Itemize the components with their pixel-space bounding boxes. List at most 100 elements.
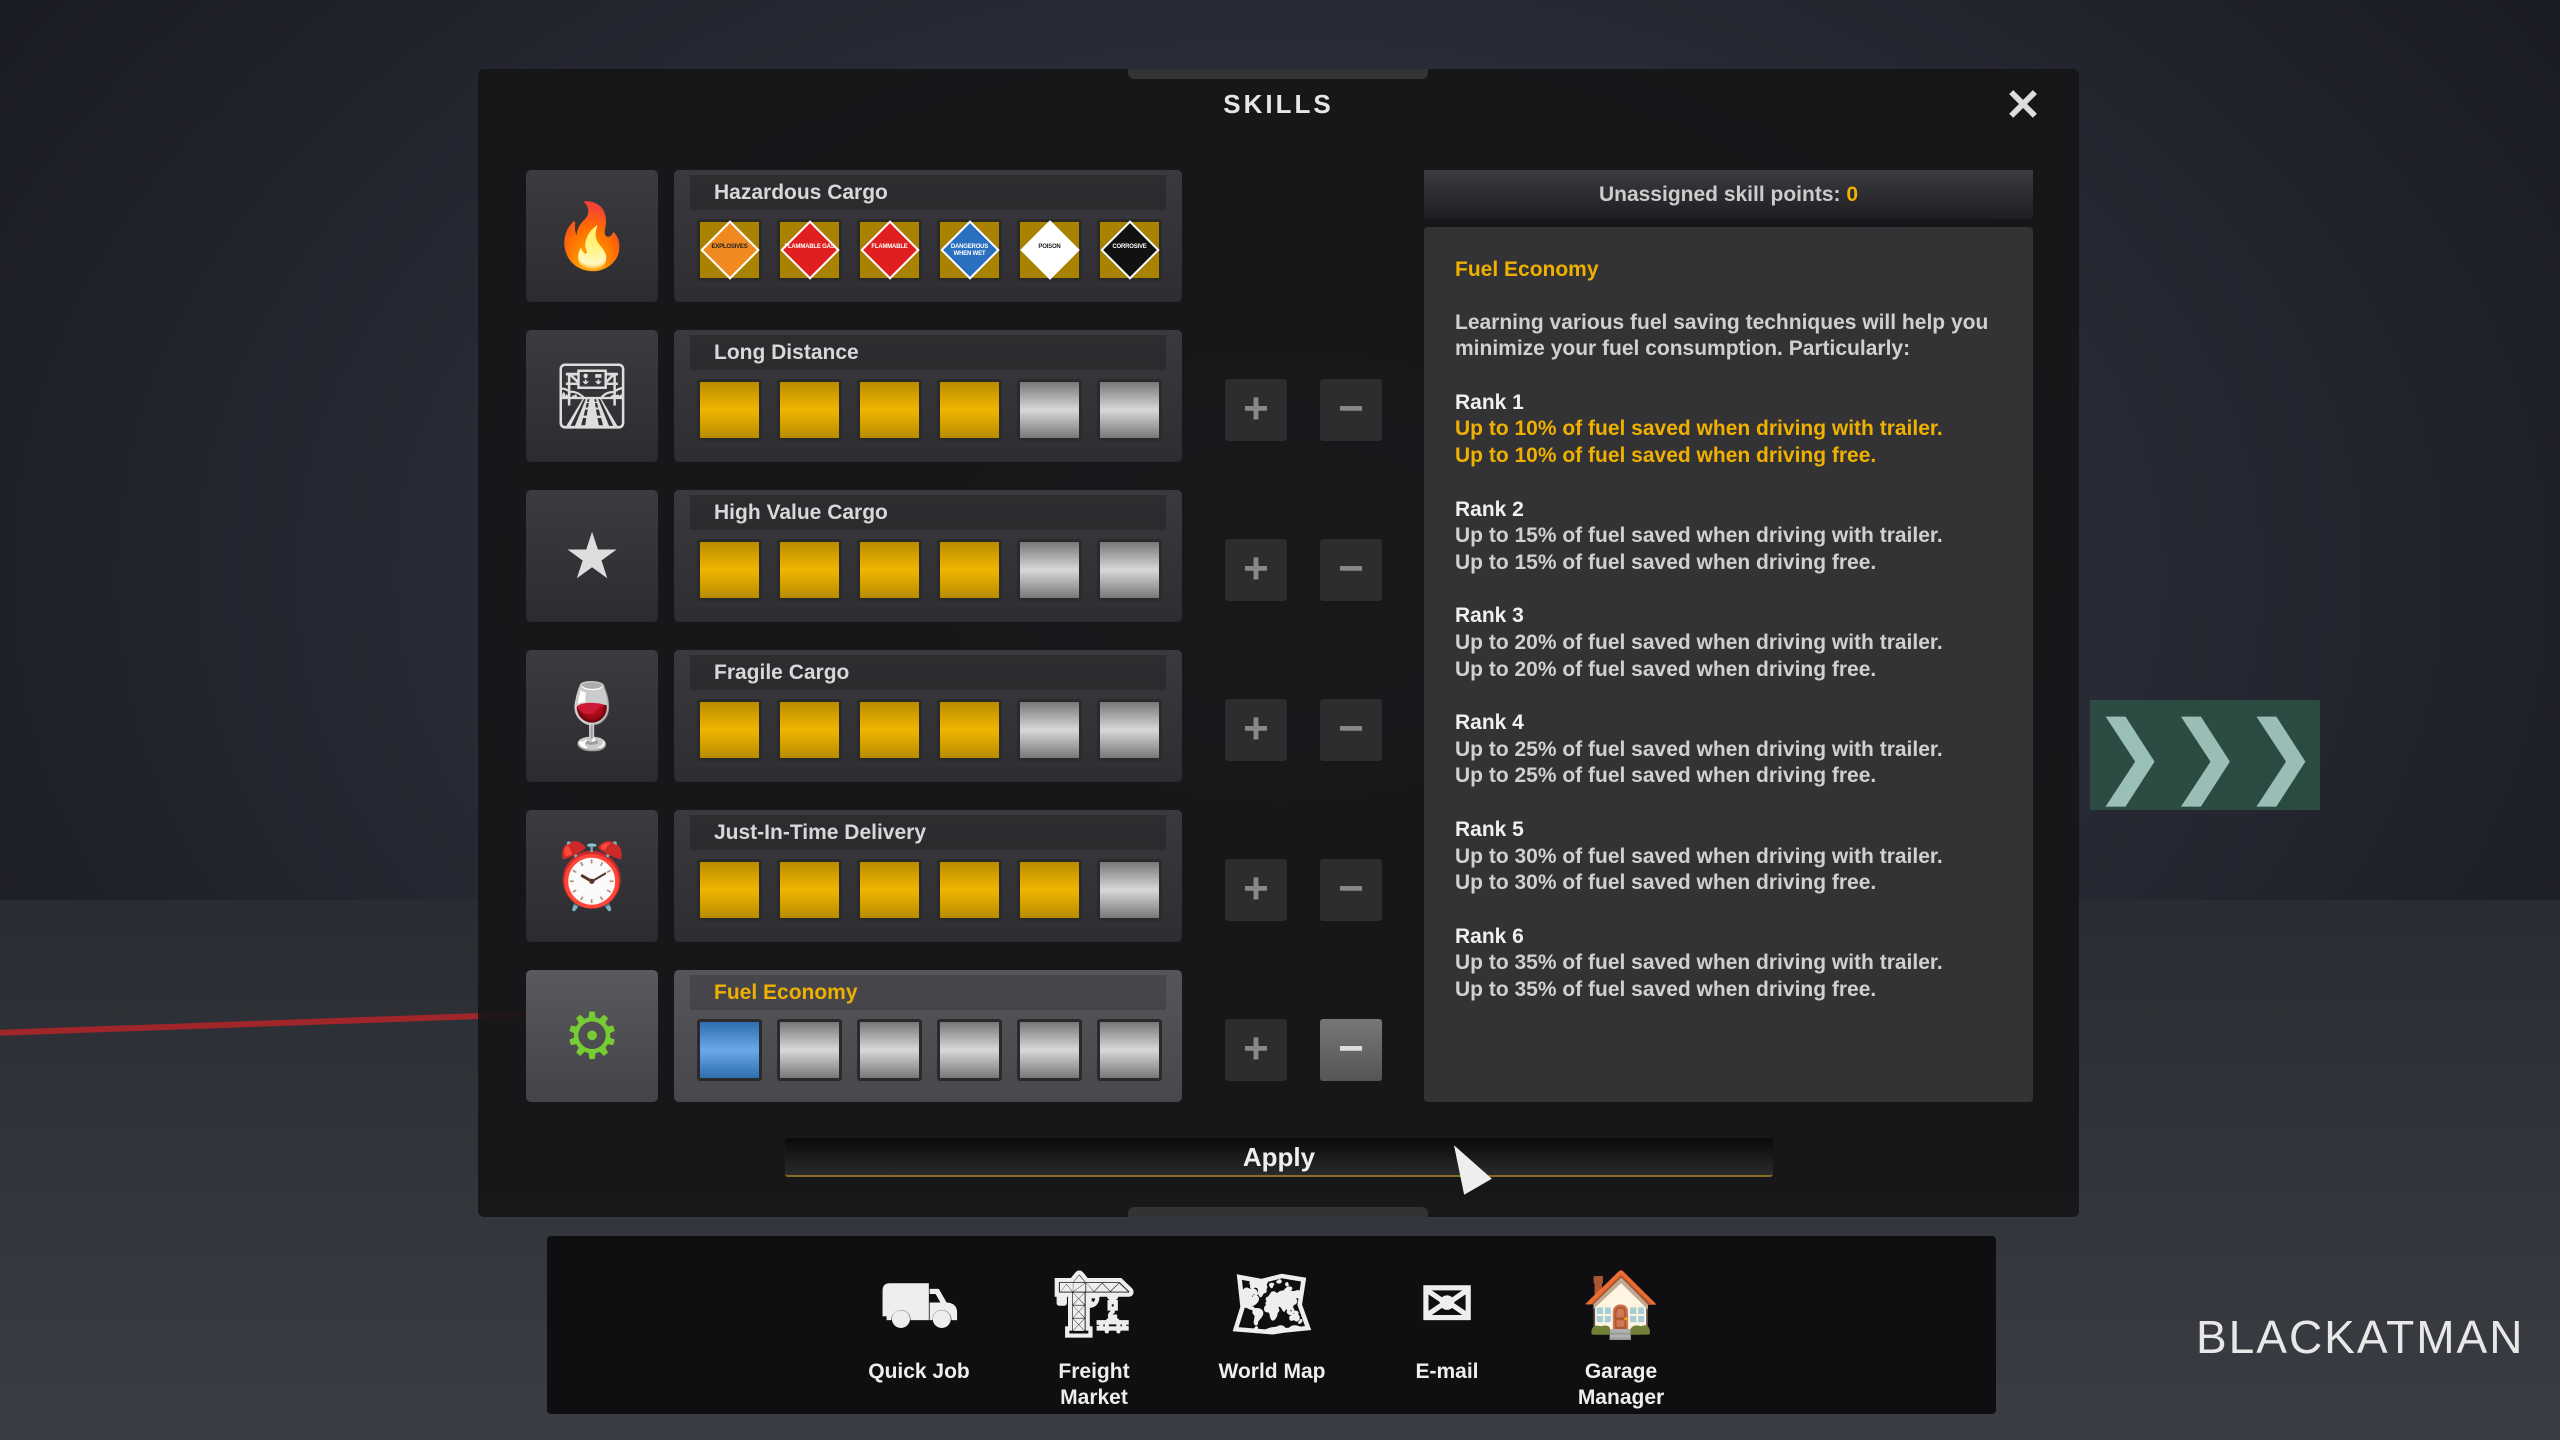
nav-email[interactable]: ✉ E-mail	[1367, 1256, 1527, 1385]
increase-skill-button[interactable]: +	[1225, 379, 1287, 441]
fuel-economy-leaf-icon[interactable]: ⚙	[526, 970, 658, 1102]
hazard-badge-label: EXPLOSIVES	[711, 244, 748, 250]
skill-row[interactable]: 🍷 Fragile Cargo + −	[526, 650, 1426, 784]
skill-rank-pip	[1097, 379, 1162, 441]
skill-name: Long Distance	[690, 335, 1166, 370]
rank-benefit: Up to 30% of fuel saved when driving fre…	[1455, 871, 1877, 895]
close-icon[interactable]: ✕	[2004, 81, 2042, 130]
rank-benefit: Up to 20% of fuel saved when driving wit…	[1455, 630, 1943, 654]
forklift-icon: 🏗	[1053, 1267, 1135, 1340]
long-distance-road-icon[interactable]: 🛣	[526, 330, 658, 462]
skill-rank-pip	[1097, 859, 1162, 921]
rank-benefit: Up to 35% of fuel saved when driving wit…	[1455, 951, 1943, 975]
rank-benefit: Up to 15% of fuel saved when driving fre…	[1455, 550, 1877, 574]
skill-row[interactable]: 🔥 Hazardous Cargo EXPLOSIVES FLAMMABLE GAS…	[526, 170, 1426, 304]
rank-title: Rank 3	[1455, 604, 1524, 628]
world-map-icon: 🗺	[1231, 1267, 1313, 1340]
skill-card[interactable]: Just-In-Time Delivery	[674, 810, 1182, 942]
hazard-badge-label: DANGEROUS WHEN WET	[950, 244, 989, 257]
nav-label: World Map	[1218, 1360, 1326, 1383]
rank-list: Rank 1 Up to 10% of fuel saved when drivi…	[1455, 390, 2002, 1004]
watermark-logo: BLACKATMAN	[2196, 1311, 2525, 1363]
skill-card[interactable]: Hazardous Cargo EXPLOSIVES FLAMMABLE GAS FL…	[674, 170, 1182, 302]
nav-forklift[interactable]: 🏗 Freight Market	[1014, 1256, 1174, 1411]
rank-entry: Rank 1 Up to 10% of fuel saved when drivi…	[1455, 390, 2002, 470]
increase-skill-button[interactable]: +	[1225, 539, 1287, 601]
nav-garage-manager[interactable]: 🏠 Garage Manager	[1541, 1256, 1701, 1411]
skill-rank-pip	[857, 699, 922, 761]
skill-rank-pip	[1097, 1019, 1162, 1081]
exit-sign: ❯❯❯	[2090, 700, 2320, 810]
rank-title: Rank 1	[1455, 390, 1524, 414]
skill-rank-pip	[777, 699, 842, 761]
rank-title: Rank 4	[1455, 711, 1524, 735]
skill-name: Fragile Cargo	[690, 655, 1166, 690]
rank-benefit: Up to 25% of fuel saved when driving wit…	[1455, 737, 1943, 761]
description-heading: Fuel Economy	[1455, 258, 1599, 281]
skill-row[interactable]: 🛣 Long Distance + −	[526, 330, 1426, 464]
skill-name: High Value Cargo	[690, 495, 1166, 530]
skill-rank-pip	[857, 539, 922, 601]
hazard-badge: EXPLOSIVES	[697, 219, 762, 281]
dialog-title: SKILLS	[1223, 89, 1334, 119]
high-value-cargo-star-icon[interactable]: ★	[526, 490, 658, 622]
decrease-skill-button[interactable]: −	[1320, 379, 1382, 441]
skill-rank-pip	[777, 1019, 842, 1081]
skills-dialog: SKILLS ✕ 🔥 Hazardous Cargo EXPLOSIVES FLAM…	[478, 69, 2079, 1217]
rank-entry: Rank 5 Up to 30% of fuel saved when drivi…	[1455, 817, 2002, 897]
skill-rank-pip	[1017, 859, 1082, 921]
rank-benefit: Up to 15% of fuel saved when driving wit…	[1455, 524, 1943, 548]
decrease-skill-button[interactable]: −	[1320, 539, 1382, 601]
nav-label: Freight Market	[1058, 1360, 1130, 1409]
skill-row[interactable]: ★ High Value Cargo + −	[526, 490, 1426, 624]
skill-rank-pip	[857, 859, 922, 921]
hazard-badge: POISON	[1017, 219, 1082, 281]
decrease-skill-button[interactable]: −	[1320, 699, 1382, 761]
skill-row[interactable]: ⚙ Fuel Economy + −	[526, 970, 1426, 1104]
hazard-badge: FLAMMABLE	[857, 219, 922, 281]
skill-rank-pip	[777, 539, 842, 601]
hazard-badge: FLAMMABLE GAS	[777, 219, 842, 281]
skill-rank-pip	[937, 539, 1002, 601]
just-in-time-clock-icon[interactable]: ⏰	[526, 810, 658, 942]
nav-quick-job[interactable]: ⛟ Quick Job	[839, 1256, 999, 1385]
skill-rank-pip	[777, 859, 842, 921]
skill-rank-pip	[697, 859, 762, 921]
skill-rank-pip	[1017, 699, 1082, 761]
rank-entry: Rank 4 Up to 25% of fuel saved when drivi…	[1455, 710, 2002, 790]
decrease-skill-button[interactable]: −	[1320, 1019, 1382, 1081]
hazard-cargo-icon[interactable]: 🔥	[526, 170, 658, 302]
nav-label: Garage Manager	[1577, 1360, 1665, 1409]
hazard-badge: CORROSIVE	[1097, 219, 1162, 281]
skill-rank-pip	[1017, 539, 1082, 601]
rank-entry: Rank 6 Up to 35% of fuel saved when drivi…	[1455, 924, 2002, 1004]
skill-rank-pip	[697, 539, 762, 601]
increase-skill-button[interactable]: +	[1225, 699, 1287, 761]
rank-title: Rank 6	[1455, 924, 1524, 948]
apply-button[interactable]: Apply	[785, 1138, 1773, 1177]
skill-name: Hazardous Cargo	[690, 175, 1166, 210]
skill-rank-pip	[857, 1019, 922, 1081]
nav-world-map[interactable]: 🗺 World Map	[1192, 1256, 1352, 1385]
skill-rank-pip	[937, 1019, 1002, 1081]
increase-skill-button[interactable]: +	[1225, 1019, 1287, 1081]
rank-entry: Rank 2 Up to 15% of fuel saved when drivi…	[1455, 497, 2002, 577]
increase-skill-button[interactable]: +	[1225, 859, 1287, 921]
skill-row[interactable]: ⏰ Just-In-Time Delivery + −	[526, 810, 1426, 944]
skill-rank-pip	[857, 379, 922, 441]
fragile-cargo-glass-icon[interactable]: 🍷	[526, 650, 658, 782]
skill-rank-pip	[1097, 699, 1162, 761]
skill-rank-pip	[937, 379, 1002, 441]
skill-card[interactable]: Fragile Cargo	[674, 650, 1182, 782]
skill-rank-pip	[697, 1019, 762, 1081]
skill-rank-pip	[937, 859, 1002, 921]
skill-card[interactable]: High Value Cargo	[674, 490, 1182, 622]
rank-benefit: Up to 10% of fuel saved when driving wit…	[1455, 417, 1943, 441]
skill-card[interactable]: Long Distance	[674, 330, 1182, 462]
unassigned-points: Unassigned skill points: 0	[1424, 170, 2033, 219]
decrease-skill-button[interactable]: −	[1320, 859, 1382, 921]
skill-card[interactable]: Fuel Economy	[674, 970, 1182, 1102]
bottom-navigation: ⛟ Quick Job 🏗 Freight Market 🗺 World Map ✉ E-ma…	[547, 1236, 1996, 1414]
rank-title: Rank 2	[1455, 497, 1524, 521]
rank-benefit: Up to 20% of fuel saved when driving fre…	[1455, 657, 1877, 681]
